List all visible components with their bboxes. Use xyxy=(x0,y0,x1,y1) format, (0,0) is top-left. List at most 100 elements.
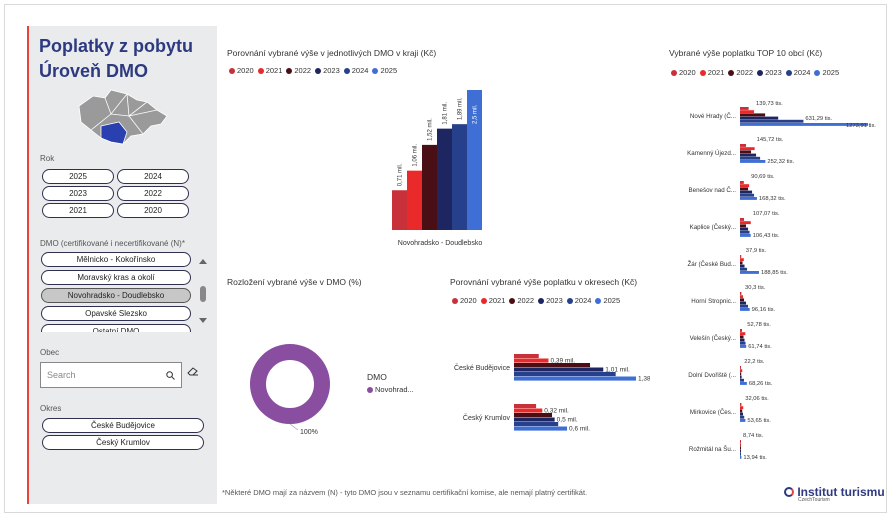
bar-2021 xyxy=(740,369,743,373)
year-button-2021[interactable]: 2021 xyxy=(42,203,114,218)
chart2-title: Rozložení vybrané výše v DMO (%) xyxy=(227,277,362,287)
year-button-2022[interactable]: 2022 xyxy=(117,186,189,201)
data-label: 631,29 tis. xyxy=(805,116,832,122)
bar-2020 xyxy=(740,366,741,369)
category-label: Novohradsko - Doudlebsko xyxy=(398,240,483,247)
chart4-legend: 2020 2021 2022 2023 2024 2025 xyxy=(669,68,841,77)
legend-label: 2023 xyxy=(546,296,563,305)
dmo-list[interactable]: Mělnicko - Kokořínsko Moravský kras a ok… xyxy=(39,252,197,332)
scroll-up-icon[interactable] xyxy=(199,259,207,264)
data-label: 252,32 tis. xyxy=(767,159,794,165)
bar-2021 xyxy=(740,147,755,151)
data-label: 0,6 mil. xyxy=(569,426,590,433)
eraser-icon[interactable] xyxy=(187,366,199,376)
bar-2020 xyxy=(740,329,743,332)
scroll-thumb[interactable] xyxy=(200,286,206,302)
bar-2023 xyxy=(740,190,753,194)
chart2-svg: 100% xyxy=(250,344,330,436)
bar-2025 xyxy=(740,345,747,348)
bar-2025 xyxy=(740,234,751,237)
accent-line xyxy=(27,26,29,504)
bar-2023 xyxy=(740,153,757,157)
chart2-legend-title: DMO xyxy=(367,372,387,382)
bar-2020 xyxy=(514,404,537,409)
year-button-2025[interactable]: 2025 xyxy=(42,169,114,184)
bar-2022 xyxy=(740,261,743,265)
legend-dot-icon xyxy=(452,298,458,304)
legend-dot-icon xyxy=(229,68,235,74)
data-label: 1,38 mil. xyxy=(638,376,650,383)
data-label: 68,26 tis. xyxy=(749,381,773,387)
page-title-line2: Úroveň DMO xyxy=(39,61,149,81)
bar-2025 xyxy=(514,426,568,431)
bar-2024 xyxy=(740,193,755,197)
leader-line xyxy=(289,423,299,431)
data-label: 30,3 tis. xyxy=(745,285,766,291)
data-label: 53,65 tis. xyxy=(747,418,771,424)
okres-item[interactable]: České Budějovice xyxy=(42,418,204,433)
bar-2021 xyxy=(740,221,751,225)
bar-2022 xyxy=(740,335,744,339)
bar-2024 xyxy=(740,378,745,382)
year-button-2024[interactable]: 2024 xyxy=(117,169,189,184)
legend-label: 2020 xyxy=(237,66,254,75)
bar-2024 xyxy=(452,124,467,230)
bar-2021 xyxy=(407,170,422,230)
search-placeholder: Search xyxy=(47,370,76,380)
dmo-list-scrollbar[interactable] xyxy=(197,256,209,326)
institut-turismu-logo: Institut turismu CzechTourism xyxy=(784,485,885,503)
bar-2020 xyxy=(740,181,744,184)
bar-2024 xyxy=(740,341,746,345)
bar-2020 xyxy=(740,292,742,295)
dmo-label: DMO (certifikované i necertifikované (N)… xyxy=(40,239,185,248)
legend-label: 2020 xyxy=(679,68,696,77)
data-label: 1,52 mil. xyxy=(428,118,434,141)
data-label: 100% xyxy=(300,429,318,436)
legend-label: 2024 xyxy=(793,68,811,77)
dmo-item[interactable]: Mělnicko - Kokořínsko xyxy=(41,252,191,267)
legend-label: 2023 xyxy=(765,68,782,77)
bar-2024 xyxy=(740,415,745,419)
dmo-item[interactable]: Opavské Slezsko xyxy=(41,306,191,321)
bar-2023 xyxy=(514,417,555,422)
legend-dot-icon xyxy=(367,387,373,393)
bar-2025 xyxy=(740,197,757,200)
dmo-item[interactable]: Moravský kras a okolí xyxy=(41,270,191,285)
data-label: 32,06 tis. xyxy=(745,396,769,402)
bar-2023 xyxy=(740,264,745,268)
data-label: 0,32 mil. xyxy=(544,408,569,415)
bar-2020 xyxy=(740,403,742,406)
bar-2025 xyxy=(740,456,742,459)
czech-map-icon xyxy=(78,89,168,145)
bar-2021 xyxy=(740,332,746,336)
legend-label: 2022 xyxy=(294,66,312,75)
scroll-down-icon[interactable] xyxy=(199,318,207,323)
bar-2023 xyxy=(740,301,747,305)
bar-2021 xyxy=(514,408,543,413)
logo-sub: CzechTourism xyxy=(798,497,830,503)
dmo-item[interactable]: Ostatní DMO xyxy=(41,324,191,332)
category-label: České Budějovice xyxy=(454,363,510,372)
data-label: 22,2 tis. xyxy=(744,359,765,365)
data-label: 168,32 tis. xyxy=(759,196,786,202)
legend-dot-icon xyxy=(257,68,264,74)
legend-dot-icon xyxy=(372,68,379,74)
legend-dot-icon xyxy=(566,298,573,304)
year-button-2023[interactable]: 2023 xyxy=(42,186,114,201)
bar-2024 xyxy=(740,267,748,271)
dmo-item-selected[interactable]: Novohradsko - Doudlebsko xyxy=(41,288,191,303)
chart4-title: Vybrané výše poplatku TOP 10 obcí (Kč) xyxy=(669,48,823,58)
okres-item[interactable]: Český Krumlov xyxy=(42,435,204,450)
legend-dot-icon xyxy=(728,70,735,76)
data-label: 37,9 tis. xyxy=(746,248,767,254)
bar-2021 xyxy=(740,406,744,410)
bar-2023 xyxy=(740,375,742,379)
legend-dot-icon xyxy=(315,68,322,74)
bar-2020 xyxy=(740,218,745,221)
bar-2021 xyxy=(514,358,549,363)
bar-2024 xyxy=(740,452,741,456)
search-icon[interactable] xyxy=(166,371,175,380)
data-label: 139,73 tis. xyxy=(756,101,783,107)
year-button-2020[interactable]: 2020 xyxy=(117,203,189,218)
obec-search-input[interactable]: Search xyxy=(40,362,182,388)
